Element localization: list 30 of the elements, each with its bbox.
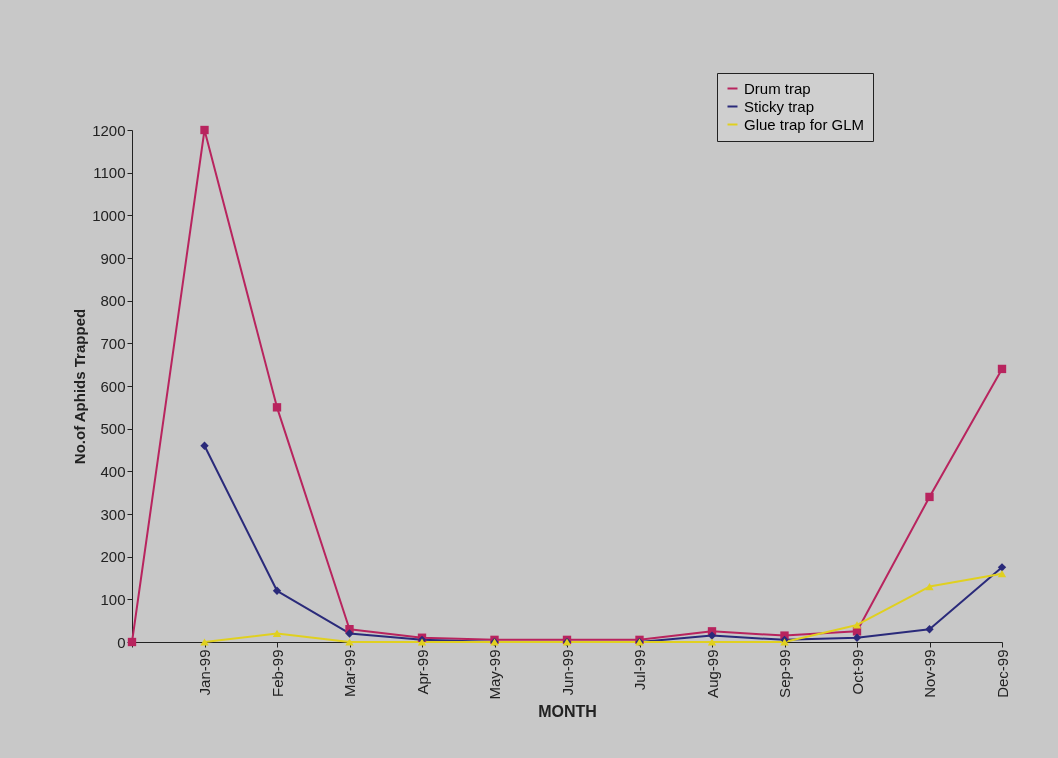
y-tick-label: 500 [100,420,126,438]
y-tick-label: 700 [100,334,126,352]
y-tick-label: 0 [117,633,126,651]
y-axis-title: No.of Aphids Trapped [71,308,89,465]
y-tick-label: 900 [100,249,126,267]
y-tick-label: 300 [100,505,126,523]
y-tick-label: 1200 [92,121,126,139]
x-tick-label: Apr-99 [413,649,431,695]
x-tick-label: Feb-99 [268,649,286,698]
y-tick-label: 200 [100,548,126,566]
x-axis-title: MONTH [538,702,597,720]
x-tick-label: May-99 [486,649,503,700]
x-tick-label: Nov-99 [921,649,938,698]
x-tick-label: Jan-99 [196,649,213,696]
x-tick-label: Aug-99 [703,649,721,698]
y-tick-label: 1100 [93,164,126,182]
x-tick-label: Dec-99 [993,649,1011,698]
y-tick-label: 800 [100,292,126,310]
x-tick-label: Jul-99 [631,649,648,691]
legend-label: Sticky trap [744,97,815,115]
x-tick-label: Jun-99 [558,649,576,696]
legend-label: Glue trap for GLM [744,115,865,133]
y-tick-label: 1000 [92,206,126,224]
y-tick-label: 100 [100,590,126,608]
x-tick-label: Mar-99 [341,649,358,698]
legend-label: Drum trap [744,79,811,97]
y-tick-label: 400 [100,462,126,480]
x-tick-label: Oct-99 [848,649,866,695]
y-tick-label: 600 [100,377,126,395]
x-tick-label: Sep-99 [776,649,793,698]
